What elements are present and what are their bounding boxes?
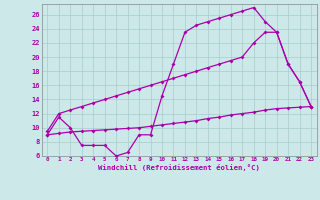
X-axis label: Windchill (Refroidissement éolien,°C): Windchill (Refroidissement éolien,°C) [98, 164, 260, 171]
